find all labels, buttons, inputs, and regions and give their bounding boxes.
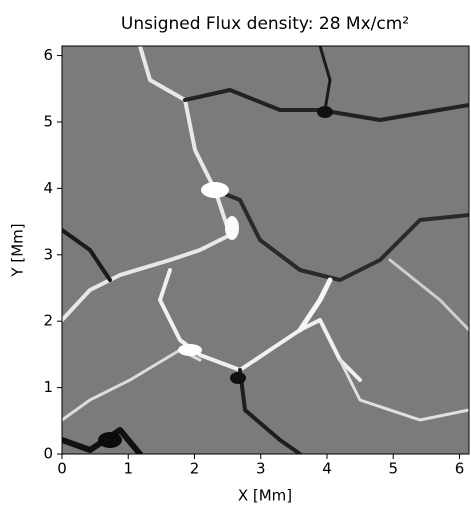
plot-frame <box>61 45 470 455</box>
x-axis-label: X [Mm] <box>238 487 292 505</box>
x-tick-label: 2 <box>190 460 200 478</box>
y-tick-label: 5 <box>43 112 53 130</box>
y-axis-label: Y [Mm] <box>9 223 27 277</box>
x-tick-label: 1 <box>123 460 133 478</box>
y-tick-label: 6 <box>43 46 53 64</box>
y-tick-label: 1 <box>43 378 53 396</box>
x-tick-label: 3 <box>256 460 266 478</box>
x-tick-label: 6 <box>455 460 465 478</box>
y-tick-label: 2 <box>43 312 53 330</box>
magnetogram-image <box>62 46 469 454</box>
y-tick-label: 0 <box>43 445 53 463</box>
x-tick-label: 4 <box>322 460 332 478</box>
x-tick-label: 0 <box>57 460 67 478</box>
y-tick-label: 3 <box>43 245 53 263</box>
x-tick-label: 5 <box>388 460 398 478</box>
chart-title: Unsigned Flux density: 28 Mx/cm² <box>121 14 409 34</box>
y-tick-label: 4 <box>43 179 53 197</box>
